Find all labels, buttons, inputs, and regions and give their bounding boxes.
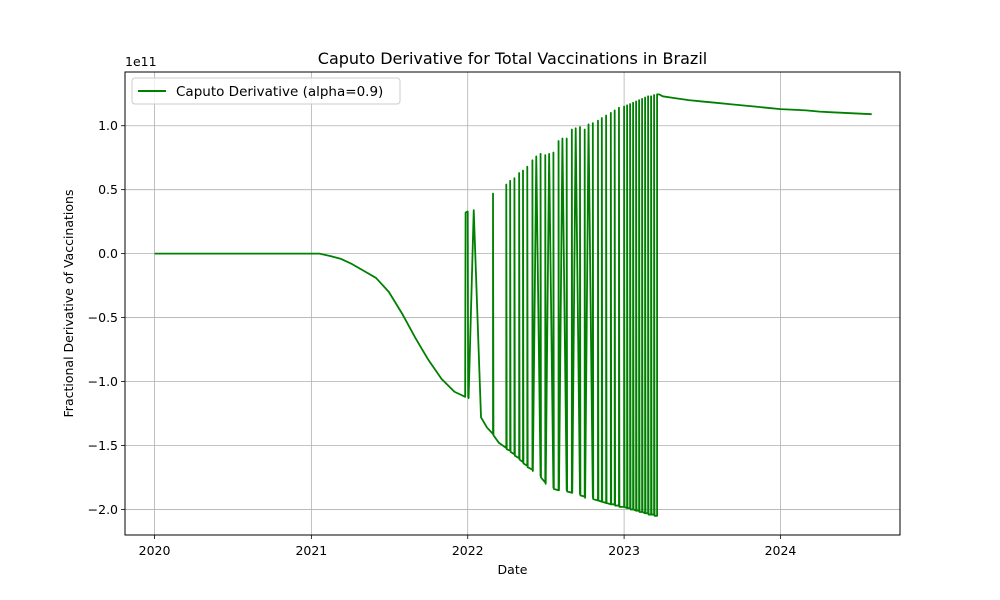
y-axis: 1.0 0.5 0.0 −0.5 −1.0 −1.5 −2.0 <box>88 118 125 517</box>
y-tick-label: 0.5 <box>98 182 118 197</box>
x-tick-label: 2022 <box>452 543 484 558</box>
y-tick-label: 0.0 <box>98 246 118 261</box>
x-tick-label: 2020 <box>139 543 171 558</box>
x-axis: 2020 2021 2022 2023 2024 <box>139 535 797 558</box>
x-tick-label: 2024 <box>765 543 797 558</box>
y-tick-label: −1.0 <box>88 374 118 389</box>
legend: Caputo Derivative (alpha=0.9) <box>131 77 401 105</box>
x-tick-label: 2021 <box>295 543 327 558</box>
series-line <box>154 93 872 517</box>
x-tick-label: 2023 <box>608 543 640 558</box>
y-axis-label: Fractional Derivative of Vaccinations <box>61 190 76 418</box>
y-tick-label: −2.0 <box>88 502 118 517</box>
legend-label: Caputo Derivative (alpha=0.9) <box>176 84 383 100</box>
y-tick-label: 1.0 <box>98 118 118 133</box>
y-tick-label: −1.5 <box>88 438 118 453</box>
x-axis-label: Date <box>498 562 528 577</box>
legend-box <box>131 77 401 105</box>
plot-frame <box>124 71 901 536</box>
y-offset-label: 1e11 <box>125 54 157 69</box>
chart-title: Caputo Derivative for Total Vaccinations… <box>318 49 707 68</box>
series-layer <box>154 93 872 517</box>
y-tick-label: −0.5 <box>88 310 118 325</box>
